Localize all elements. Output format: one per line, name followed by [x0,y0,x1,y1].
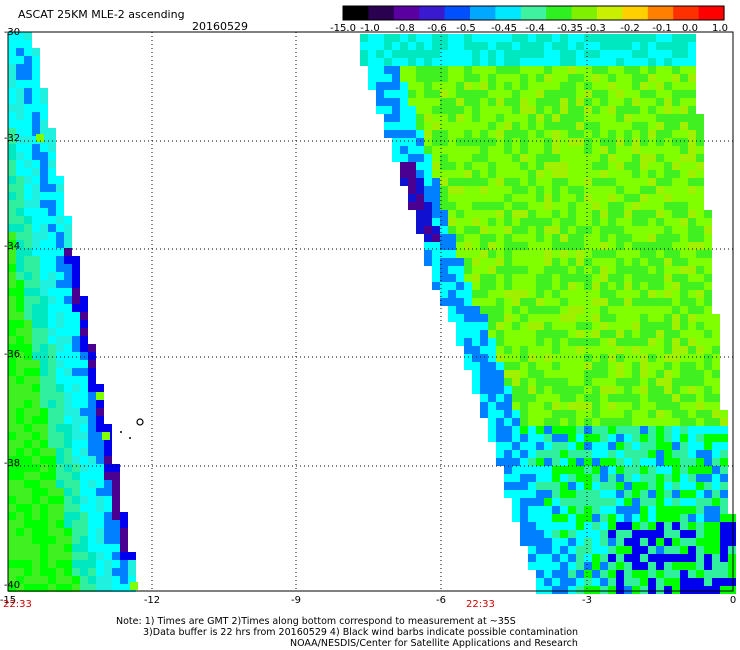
colorbar: -15.0 -1.0 -0.8 -0.6 -0.5 -0.45 -0.4 -0.35 -0.3 -… [330,5,728,34]
x-tick-label: -6 [436,595,446,606]
note-line-2: 3)Data buffer is 22 hrs from 20160529 4)… [143,627,579,638]
colorbar-swatch [470,6,496,20]
map-frame [7,31,734,592]
colorbar-label: -0.45 [491,23,517,34]
time-label-right: 22:33 [466,599,495,610]
colorbar-swatch [368,6,395,20]
colorbar-label: -15.0 [330,23,356,34]
x-tick-label: -15 [0,595,16,606]
y-tick-label: -34 [4,241,20,252]
product-date: 20160529 [192,20,248,33]
colorbar-swatch [444,6,471,20]
colorbar-label: -1.0 [360,23,380,34]
colorbar-swatch [622,6,649,20]
lat-lon-grid [8,32,733,591]
wind-barbs [120,418,144,439]
colorbar-label: 0.0 [682,23,698,34]
product-title: ASCAT 25KM MLE-2 ascending [18,8,185,21]
axis-ticks: -15 -12 -9 -6 -3 0-30-32-34-36-38-40 [0,27,736,606]
colorbar-swatch [698,6,725,20]
colorbar-swatch [419,6,446,20]
colorbar-label: -0.8 [395,23,415,34]
colorbar-swatch [673,6,700,20]
colorbar-swatch [647,6,674,20]
colorbar-label: -0.6 [427,23,447,34]
colorbar-label: -0.2 [620,23,640,34]
colorbar-swatch [571,6,598,20]
colorbar-label: -0.3 [586,23,606,34]
y-tick-label: -30 [4,27,20,38]
swath-right [360,34,736,594]
colorbar-swatch [520,6,547,20]
colorbar-swatch [546,6,573,20]
y-tick-label: -38 [4,458,20,469]
note-line-3: NOAA/NESDIS/Center for Satellite Applica… [290,638,578,649]
colorbar-label: -0.4 [525,23,545,34]
x-tick-label: -9 [291,595,301,606]
colorbar-label: -0.35 [557,23,583,34]
y-tick-label: -40 [4,580,20,591]
note-line-1: Note: 1) Times are GMT 2)Times along bot… [116,616,516,627]
colorbar-label: -0.1 [652,23,672,34]
x-tick-label: -3 [582,595,592,606]
swath-left [8,32,138,592]
colorbar-swatch [393,6,420,20]
colorbar-swatch [597,6,623,20]
colorbar-swatch [343,6,369,20]
colorbar-swatch [495,6,522,20]
x-tick-label: -12 [144,595,160,606]
x-tick-label: 0 [730,595,736,606]
y-tick-label: -36 [4,349,20,360]
time-label-left: 22:33 [3,599,32,610]
colorbar-label: 1.0 [712,23,728,34]
y-tick-label: -32 [4,133,20,144]
colorbar-label: -0.5 [456,23,476,34]
